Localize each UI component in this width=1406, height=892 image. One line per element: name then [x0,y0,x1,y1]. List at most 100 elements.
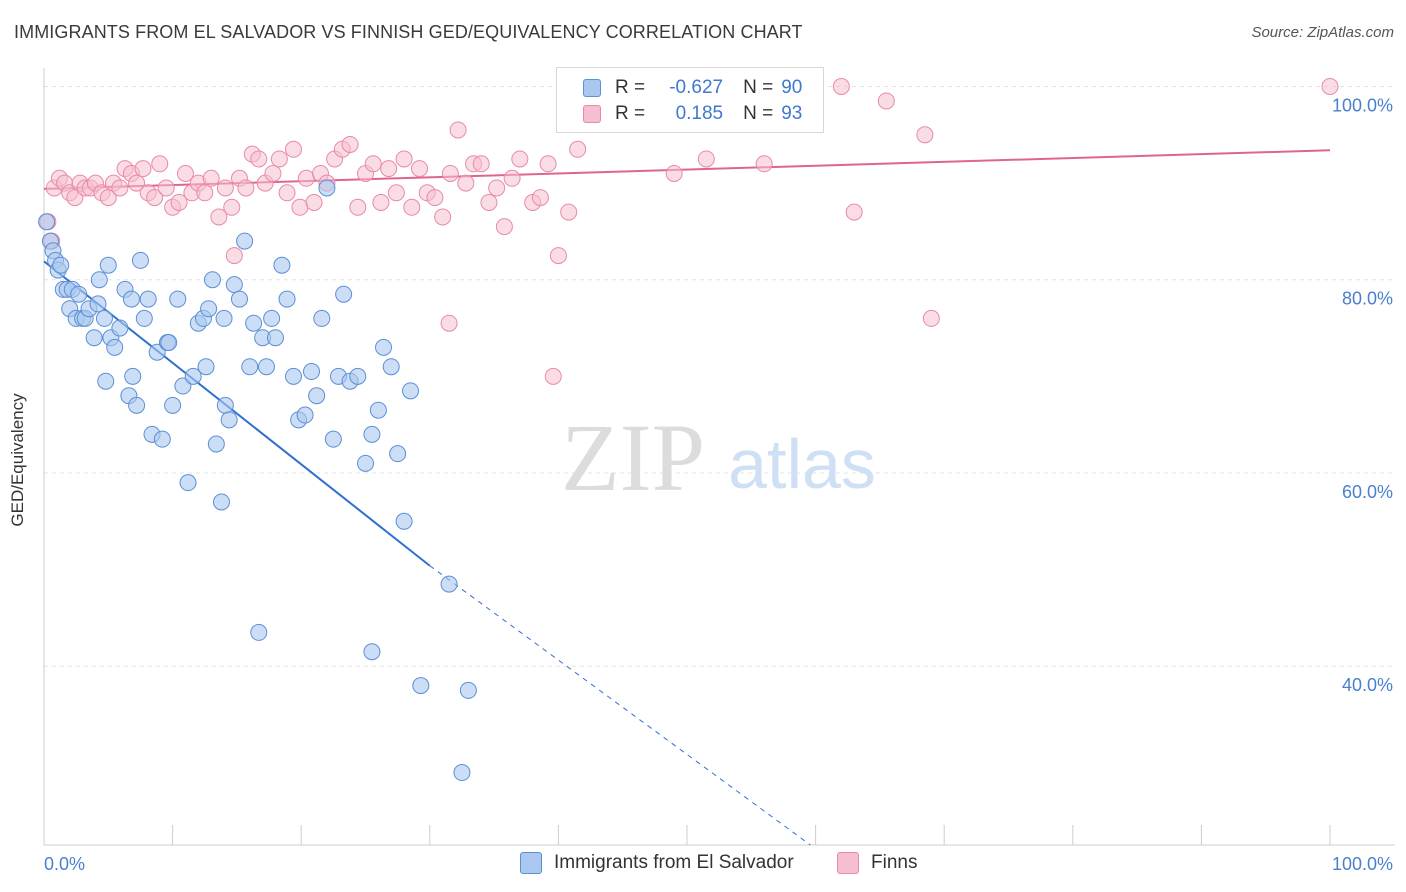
el-salvador-point [412,677,430,695]
el-salvador-point [245,314,263,332]
finns-point [176,164,194,182]
el-salvador-point [179,474,197,492]
el-salvador-point [124,367,142,385]
el-salvador-point [278,290,296,308]
finns-point [395,150,413,168]
finns-point [922,309,940,327]
finns-point [111,179,129,197]
legend-n-value: 93 [781,103,803,124]
el-salvador-point [313,309,331,327]
x-tick-label-max: 100.0% [1332,854,1393,874]
el-salvador-point [215,309,233,327]
bottom-legend-finns: Finns [837,852,917,874]
finns-point [495,218,513,236]
el-salvador-point [212,493,230,511]
correlation-legend: R = -0.627 N = 90 R = 0.185 N = 93 [556,67,824,133]
el-salvador-point [335,285,353,303]
finns-point [755,155,773,173]
finns-point [305,193,323,211]
y-tick-label: 60.0% [1342,482,1393,502]
el-salvador-point [160,334,178,352]
el-salvador-point [203,271,221,289]
finns-point [278,184,296,202]
x-tick-label-min: 0.0% [44,854,85,874]
el-salvador-point [363,425,381,443]
el-salvador-point [220,411,238,429]
el-salvador-point [38,213,56,231]
finns-point [151,155,169,173]
el-salvador-point [308,387,326,405]
legend-swatch-blue [583,79,601,97]
finns-point [297,169,315,187]
watermark-zip: ZIP [561,404,705,511]
el-salvador-point [90,271,108,289]
bottom-legend-el-salvador: Immigrants from El Salvador [520,852,794,874]
el-salvador-point [184,367,202,385]
el-salvador-point [153,430,171,448]
finns-point [411,160,429,178]
finns-point [364,155,382,173]
finns-point [560,203,578,221]
finns-point [441,164,459,182]
el-salvador-point [375,338,393,356]
el-salvador-point [139,290,157,308]
el-salvador-point [95,309,113,327]
finns-point [539,155,557,173]
el-salvador-point [266,329,284,347]
el-salvador-point [382,358,400,376]
finns-point [511,150,529,168]
el-salvador-point [230,290,248,308]
legend-swatch-pink [583,105,601,123]
el-salvador-point [263,309,281,327]
finns-point [146,189,164,207]
el-salvador-point [369,401,387,419]
finns-point [544,367,562,385]
el-salvador-point [363,643,381,661]
finns-point [170,193,188,211]
finns-point [341,135,359,153]
legend-r-label: R = [615,77,646,98]
el-salvador-point [302,363,320,381]
x-tick-labels: 0.0% 100.0% [44,854,1393,874]
el-salvador-point [236,232,254,250]
finns-point [225,247,243,265]
el-salvador-point [207,435,225,453]
finns-point [372,193,390,211]
gridlines [44,85,1395,667]
finns-point [387,184,405,202]
watermark: ZIP atlas [561,404,876,511]
finns-point [440,314,458,332]
finns-point [480,193,498,211]
finns-point [426,189,444,207]
y-tick-label: 80.0% [1342,289,1393,309]
y-tick-label: 100.0% [1332,95,1393,115]
finns-points [39,77,1339,385]
el-salvador-point [164,396,182,414]
finns-point [202,169,220,187]
finns-point [531,189,549,207]
el-salvador-point [453,764,471,782]
finns-point [270,150,288,168]
bottom-legend-swatch-blue [520,852,542,874]
el-salvador-point [250,623,268,641]
finns-point [237,179,255,197]
finns-point [832,77,850,95]
el-salvador-point [99,256,117,274]
bottom-legend-label-finns: Finns [871,852,918,873]
el-salvador-point [131,251,149,269]
finns-point [845,203,863,221]
el-salvador-point [241,358,259,376]
finns-point [349,198,367,216]
finns-point [549,247,567,265]
finns-point [916,126,934,144]
el-salvador-point [111,319,129,337]
finns-point [284,140,302,158]
legend-row-finns: R = 0.185 N = 93 [583,102,802,126]
el-salvador-point [273,256,291,274]
finns-point [291,198,309,216]
finns-point [488,179,506,197]
finns-point [134,160,152,178]
bottom-legend-swatch-pink [837,852,859,874]
axes [43,68,1395,846]
